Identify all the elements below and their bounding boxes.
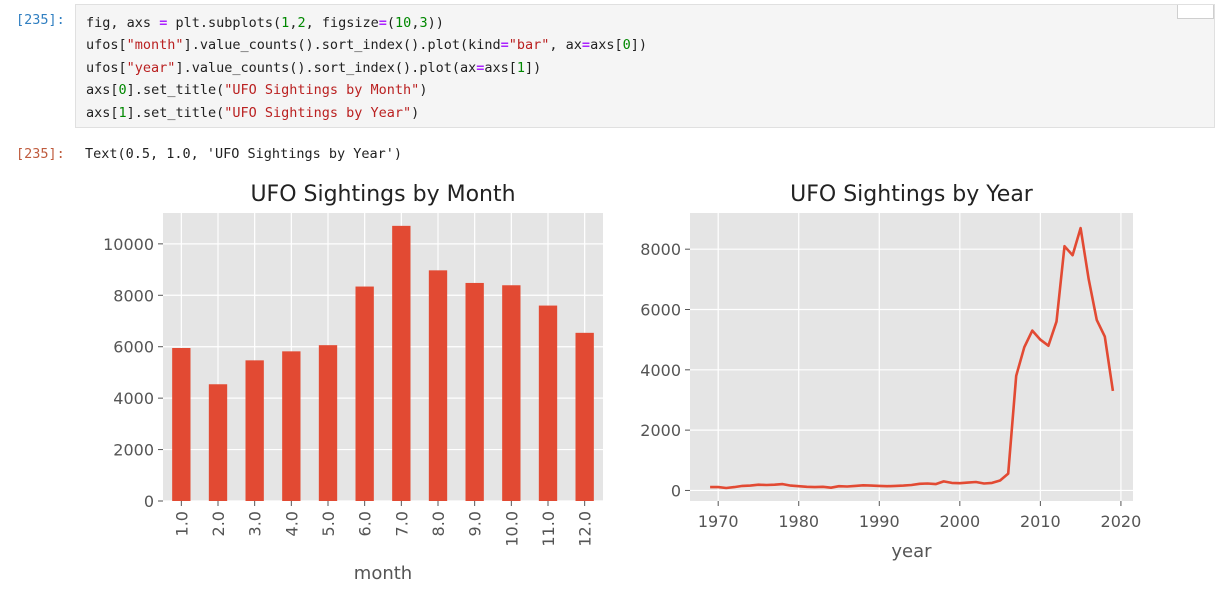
month-bar (355, 286, 374, 501)
month-ytick-label: 8000 (113, 286, 154, 305)
year-xtick-label: 1980 (778, 512, 819, 531)
code-input-cell[interactable]: fig, axs = plt.subplots(1,2, figsize=(10… (75, 4, 1215, 128)
month-bar (282, 351, 301, 501)
month-bar (392, 225, 411, 501)
month-xtick-label: 12.0 (576, 511, 595, 547)
year-axis-label: year (891, 541, 932, 562)
month-bar (318, 345, 338, 501)
month-xtick-label: 2.0 (209, 511, 228, 536)
month-xtick-label: 10.0 (502, 511, 521, 547)
month-xtick-label: 1.0 (172, 511, 191, 536)
month-bar (465, 282, 484, 501)
month-bar (428, 270, 448, 501)
month-ytick-label: 4000 (113, 389, 154, 408)
year-ytick-label: 2000 (640, 421, 681, 440)
code-line: fig, axs = plt.subplots(1,2, figsize=(10… (86, 15, 444, 31)
month-xtick-label: 7.0 (392, 511, 411, 536)
cell-toolbar-button[interactable] (1177, 5, 1214, 19)
month-xtick-label: 6.0 (356, 511, 375, 536)
month-ytick-label: 10000 (103, 235, 154, 254)
month-bar (208, 384, 228, 501)
year-xtick-label: 2020 (1101, 512, 1142, 531)
year-xtick-label: 2010 (1020, 512, 1061, 531)
code-line: axs[0].set_title("UFO Sightings by Month… (86, 82, 428, 99)
month-xtick-label: 4.0 (282, 511, 301, 536)
month-ytick-label: 6000 (113, 338, 154, 357)
month-ytick-label: 0 (144, 492, 154, 511)
output-text: Text(0.5, 1.0, 'UFO Sightings by Year') (85, 146, 402, 162)
code-line: axs[1].set_title("UFO Sightings by Year"… (86, 104, 420, 121)
year-ytick-label: 6000 (640, 301, 681, 320)
year-xtick-label: 1990 (859, 512, 900, 531)
year-chart-title: UFO Sightings by Year (790, 182, 1034, 207)
month-xtick-label: 9.0 (466, 511, 485, 536)
month-xtick-label: 5.0 (319, 511, 338, 536)
year-ytick-label: 8000 (640, 240, 681, 259)
month-chart-title: UFO Sightings by Month (250, 182, 515, 207)
month-xtick-label: 3.0 (246, 511, 265, 536)
month-plot-area (163, 213, 603, 501)
year-chart: 0 2000 4000 6000 8000 1970 1980 1990 2000 2010 202… (640, 182, 1141, 562)
year-series-line (710, 226, 1115, 490)
year-xtick-label: 1970 (698, 512, 739, 531)
code-editor[interactable]: fig, axs = plt.subplots(1,2, figsize=(10… (86, 12, 647, 124)
month-xtick-label: 8.0 (429, 511, 448, 536)
year-ytick-label: 0 (671, 481, 681, 500)
input-prompt: [235]: (16, 12, 65, 28)
year-plot-area (690, 213, 1133, 501)
code-line: ufos["month"].value_counts().sort_index(… (86, 37, 647, 54)
month-bar (502, 285, 521, 501)
month-bar (538, 305, 558, 501)
month-axis-label: month (354, 563, 412, 584)
month-bar (245, 360, 264, 501)
year-ytick-label: 4000 (640, 361, 681, 380)
month-bar (575, 332, 594, 501)
output-prompt: [235]: (16, 146, 65, 162)
year-xtick-label: 2000 (939, 512, 980, 531)
code-line: ufos["year"].value_counts().sort_index()… (86, 59, 542, 76)
month-xtick-label: 11.0 (539, 511, 558, 547)
month-chart: 0 2000 4000 6000 8000 10000 1.0 2.0 3.0 4.0 5.0 6.0… (103, 182, 603, 584)
matplotlib-figure: 0 2000 4000 6000 8000 10000 1.0 2.0 3.0 4.0 5.0 6.0… (103, 182, 1141, 584)
month-ytick-label: 2000 (113, 441, 154, 460)
month-bar (172, 348, 191, 501)
